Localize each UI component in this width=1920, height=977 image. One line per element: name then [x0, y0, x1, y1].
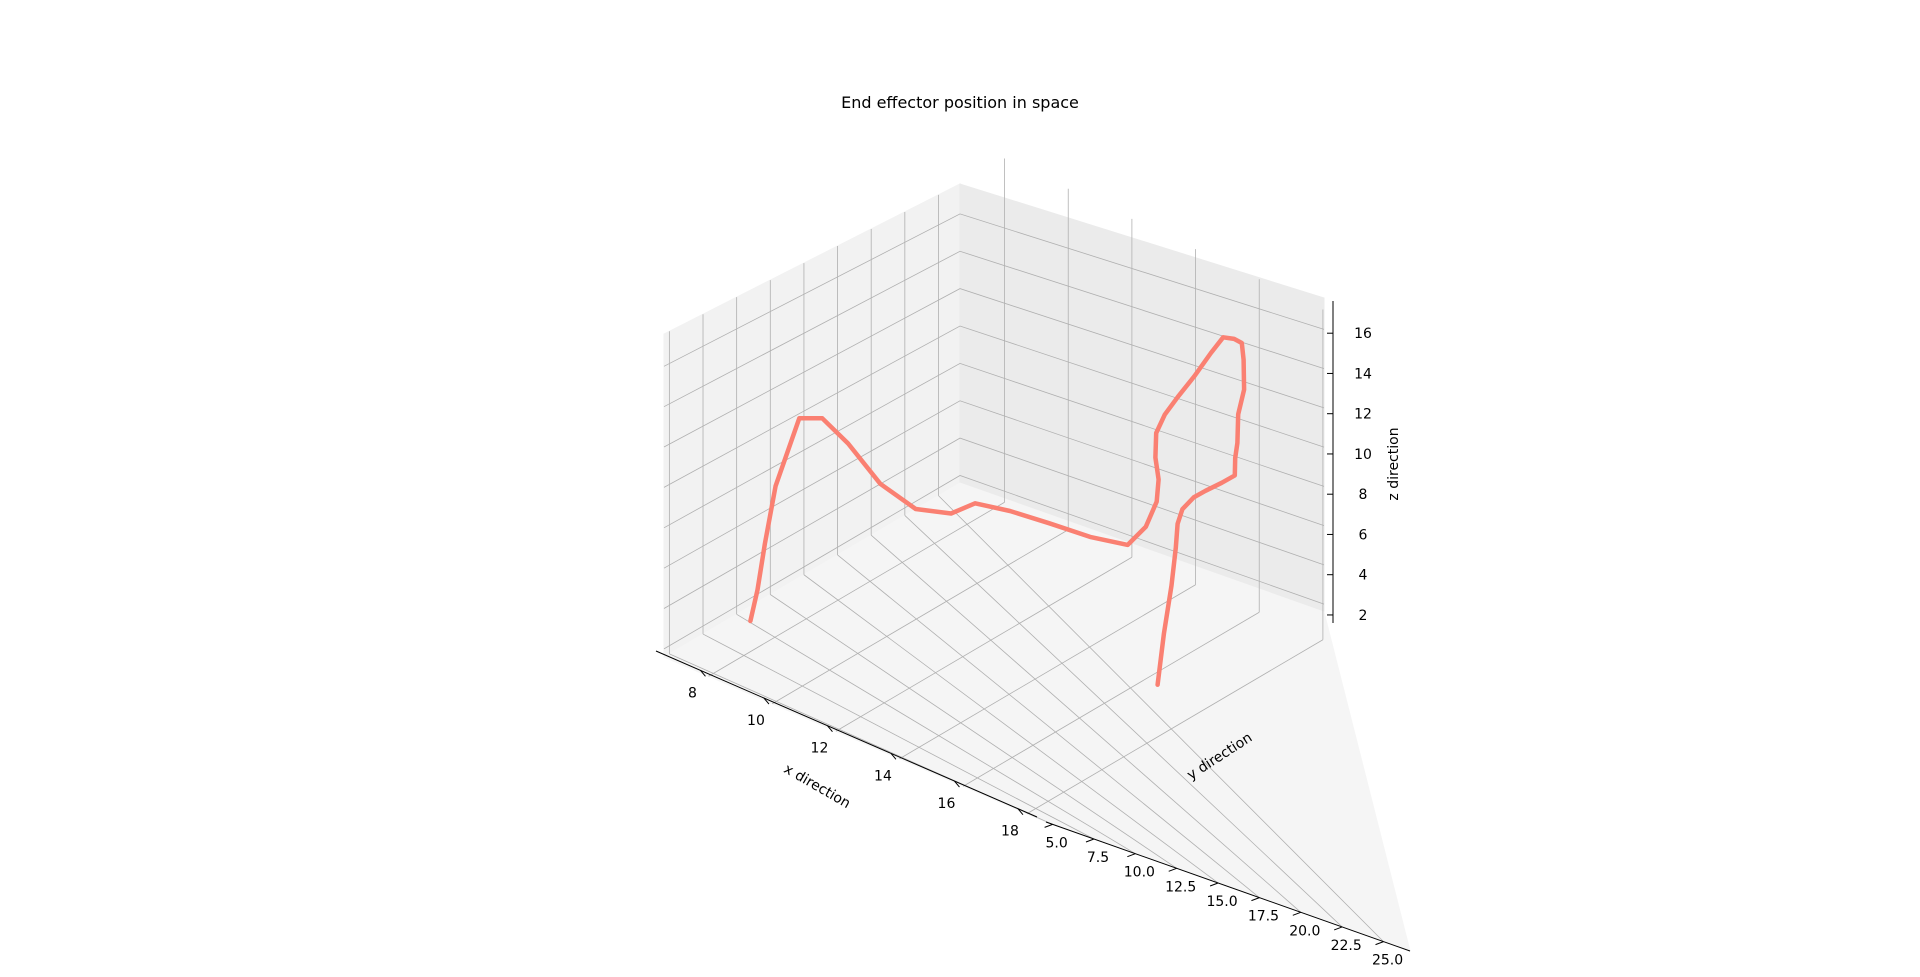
grid-line-z [663, 400, 1325, 569]
grid-line-x [835, 556, 1133, 732]
trajectory-line-0 [748, 335, 1247, 687]
data-lines [748, 335, 1247, 687]
y-tick-mark [1375, 941, 1384, 946]
y-tick-label: 22.5 [1331, 938, 1362, 954]
y-tick-mark [1209, 882, 1219, 887]
grid-line-y [870, 534, 1302, 913]
y-tick-label: 25.0 [1372, 953, 1403, 969]
grid-line-x [963, 611, 1260, 787]
y-tick-label: 5.0 [1045, 835, 1067, 851]
y-tick-label: 12.5 [1165, 879, 1196, 895]
z-axis-label: z direction [1386, 427, 1402, 500]
grid-line-z [663, 250, 1325, 408]
y-tick-mark [1085, 838, 1095, 843]
grid-line-y [736, 613, 1136, 855]
x-tick-mark [1017, 808, 1024, 816]
grid-line-y [702, 633, 1095, 840]
grid-line-z [663, 475, 1325, 650]
x-tick-label: 14 [874, 768, 892, 784]
x-tick-label: 16 [938, 796, 956, 812]
z-tick-label: 6 [1359, 527, 1368, 543]
grid-line-y [803, 574, 1219, 884]
grid-line-z [663, 325, 1325, 488]
grid-line-x [1026, 639, 1324, 815]
grid-line-z [663, 362, 1325, 529]
x-tick-label: 18 [1001, 824, 1019, 840]
x-tick-mark [827, 725, 833, 733]
y-tick-mark [1168, 867, 1177, 872]
x-tick-mark [890, 753, 897, 760]
y-tick-mark [1333, 926, 1343, 931]
grid-line-x [708, 501, 1005, 677]
x-tick-mark [954, 780, 960, 788]
x-axis-label: x direction [781, 761, 853, 812]
z-tick-label: 8 [1359, 487, 1368, 503]
y-tick-mark [1251, 897, 1260, 902]
y-tick-mark [1292, 911, 1301, 916]
y-tick-mark [1044, 823, 1053, 828]
y-tick-label: 10.0 [1124, 865, 1155, 881]
axes-panes [662, 183, 1411, 952]
x-tick-label: 10 [747, 713, 765, 729]
grid-line-z [663, 213, 1325, 367]
y-tick-label: 7.5 [1087, 850, 1109, 866]
y-tick-mark [1127, 853, 1136, 858]
z-tick-label: 2 [1359, 608, 1368, 624]
y-tick-label: 20.0 [1289, 923, 1320, 939]
z-tick-label: 4 [1359, 568, 1368, 584]
x-tick-label: 12 [811, 741, 829, 757]
grid-line-y [904, 515, 1343, 928]
x-tick-label: 8 [688, 685, 697, 701]
x-axis-line [655, 650, 1038, 818]
axes-lines [655, 301, 1411, 952]
grid-line-y [770, 594, 1177, 869]
z-tick-label: 14 [1354, 366, 1372, 382]
grid-line-x [899, 584, 1196, 760]
z-tick-label: 12 [1354, 407, 1372, 423]
grid-line-y [837, 554, 1260, 898]
chart-title: End effector position in space [841, 93, 1079, 112]
grid-line-x [772, 529, 1069, 705]
y-tick-label: 17.5 [1248, 909, 1279, 925]
z-tick-label: 10 [1354, 447, 1372, 463]
z-tick-label: 16 [1354, 326, 1372, 342]
x-tick-mark [700, 670, 706, 677]
grid-line-y [938, 495, 1384, 942]
y-tick-label: 15.0 [1206, 894, 1237, 910]
y-axis-line [1045, 821, 1411, 952]
x-tick-mark [763, 697, 770, 705]
